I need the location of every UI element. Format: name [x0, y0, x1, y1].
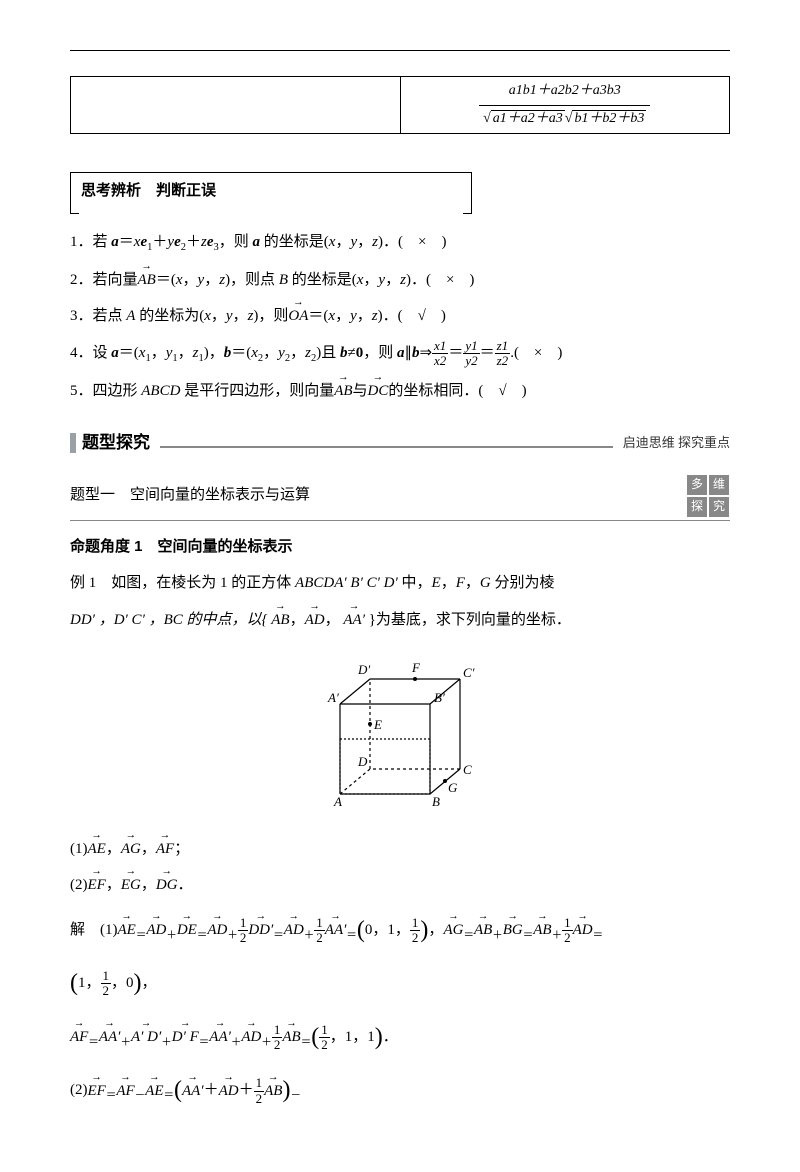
bar-line	[160, 446, 613, 448]
topic-text: 题型一 空间向量的坐标表示与运算	[70, 481, 310, 510]
example-prefix: DD′ ，D′ C′ ，BC 的中点，以{	[70, 612, 268, 628]
solution-line-1b: (1，12，0)，	[70, 961, 730, 1007]
svg-text:E: E	[373, 717, 382, 732]
vec-AB: AB	[271, 606, 289, 635]
example-label: 例 1	[70, 575, 96, 591]
top-rule	[70, 50, 730, 51]
tag-cell: 究	[709, 497, 729, 517]
explore-subtitle: 启迪思维 探究重点	[623, 431, 730, 456]
question-2: (2)EF，EG，DG．	[70, 871, 730, 900]
tag-cell: 探	[687, 497, 707, 517]
tag-cell: 维	[709, 475, 729, 495]
thinking-item: 3．若点 A 的坐标为(x，y，z)，则OA＝(x，y，z)．( √ )	[70, 302, 730, 331]
solution-line-2: AF＝AA′＋A′ D′＋D′ F＝AA′＋AD＋12AB＝(12，1，1)．	[70, 1015, 730, 1061]
thinking-item: 5．四边形 ABCD 是平行四边形，则向量AB与DC的坐标相同．( √ )	[70, 377, 730, 406]
svg-text:C′: C′	[463, 665, 475, 680]
q1-label: (1)	[70, 841, 88, 857]
topic-row: 题型一 空间向量的坐标表示与运算 多 维 探 究	[70, 474, 730, 521]
svg-text:B: B	[432, 794, 440, 809]
thinking-item: 4．设 a＝(x1，y1，z1)，b＝(x2，y2，z2)且 b≠0，则 a∥b…	[70, 339, 730, 369]
explore-title: 题型探究	[82, 427, 150, 459]
solution-label: 解	[70, 922, 85, 938]
thinking-box: 思考辨析 判断正误	[70, 172, 472, 210]
explore-heading: 题型探究 启迪思维 探究重点	[70, 427, 730, 459]
thinking-item: 2．若向量AB＝(x，y，z)，则点 B 的坐标是(x，y，z)．( × )	[70, 266, 730, 295]
vec-AD: AD	[305, 606, 325, 635]
formula-table: a1b1＋a2b2＋a3b3 a1＋a2＋a3b1＋b2＋b3	[70, 76, 730, 134]
example-suffix: }为基底，求下列向量的坐标．	[369, 612, 571, 628]
svg-text:G: G	[448, 780, 458, 795]
q2-label: (2)	[70, 877, 88, 893]
cube-figure: A B C D A′ B′ C′ D′ E F G	[70, 644, 730, 825]
bar-accent	[70, 433, 76, 453]
tag-cell: 多	[687, 475, 707, 495]
svg-text:C: C	[463, 762, 472, 777]
angle-heading: 命题角度 1 空间向量的坐标表示	[70, 533, 730, 562]
svg-text:A′: A′	[327, 690, 339, 705]
vec-AAprime: AA′	[343, 606, 365, 635]
example-1: 例 1 如图，在棱长为 1 的正方体 ABCDA′ B′ C′ D′ 中，E，F…	[70, 569, 730, 598]
solution-line-1: 解 (1)AE＝AD＋DE＝AD＋12DD′＝AD＋12AA′＝(0，1，12)…	[70, 908, 730, 954]
thinking-item: 1．若 a＝xe1＋ye2＋ze3，则 a 的坐标是(x，y，z)．( × )	[70, 228, 730, 258]
svg-text:B′: B′	[434, 690, 445, 705]
solution-line-3: (2)EF＝AF－AE＝(AA′＋AD＋12AB)－	[70, 1068, 730, 1114]
thinking-title: 思考辨析 判断正误	[81, 182, 216, 199]
cosine-formula: a1b1＋a2b2＋a3b3 a1＋a2＋a3b1＋b2＋b3	[479, 78, 650, 132]
svg-text:D′: D′	[357, 662, 370, 677]
svg-text:F: F	[411, 660, 421, 675]
svg-text:D: D	[357, 754, 368, 769]
svg-text:A: A	[333, 794, 342, 809]
topic-tags: 多 维 探 究	[686, 474, 730, 518]
example-line2: DD′ ，D′ C′ ，BC 的中点，以{ AB，AD， AA′ }为基底，求下…	[70, 606, 730, 635]
question-1: (1)AE，AG，AF；	[70, 835, 730, 864]
example-body-1: 如图，在棱长为 1 的正方体 ABCDA′ B′ C′ D′ 中，E，F，G 分…	[111, 575, 554, 591]
